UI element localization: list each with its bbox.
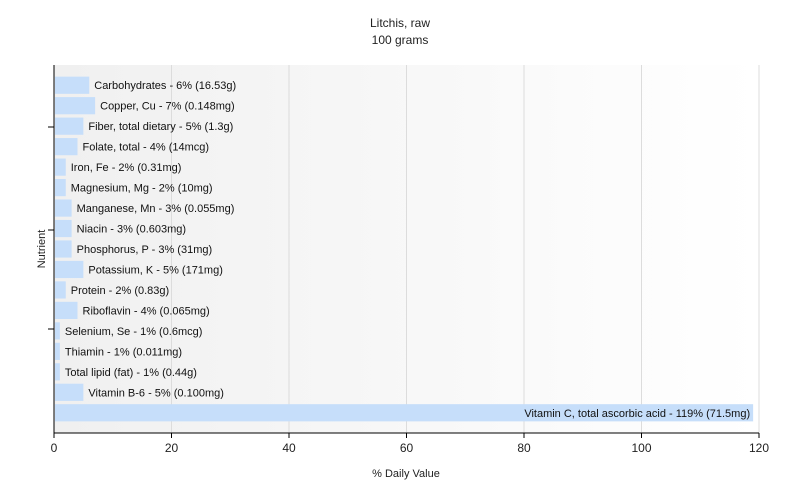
- bars: Carbohydrates - 6% (16.53g) Copper, Cu - …: [55, 76, 754, 422]
- bar-label: Potassium, K - 5% (171mg): [88, 264, 223, 276]
- x-tick-label: 0: [51, 441, 58, 455]
- x-tick-label: 20: [165, 441, 179, 455]
- bar-label: Copper, Cu - 7% (0.148mg): [100, 101, 235, 113]
- bar-label: Total lipid (fat) - 1% (0.44g): [65, 367, 197, 379]
- x-tick-label: 120: [749, 441, 769, 455]
- bar-label: Magnesium, Mg - 2% (10mg): [71, 183, 213, 195]
- y-axis-title: Nutrient: [36, 230, 48, 269]
- bar: [55, 322, 60, 340]
- bar: [55, 117, 84, 135]
- gridlines: [171, 65, 760, 433]
- bar: [55, 97, 96, 115]
- chart-subtitle: 100 grams: [372, 33, 429, 47]
- chart-title: Litchis, raw: [370, 16, 430, 30]
- x-tick-label: 40: [282, 441, 296, 455]
- bar: [55, 404, 754, 422]
- bar-label: Phosphorus, P - 3% (31mg): [77, 244, 213, 256]
- bar-label: Iron, Fe - 2% (0.31mg): [71, 162, 182, 174]
- bar: [55, 281, 66, 299]
- bar-label: Manganese, Mn - 3% (0.055mg): [77, 203, 235, 215]
- bar: [55, 301, 78, 320]
- bar: [55, 260, 84, 279]
- bar: [55, 342, 60, 360]
- bar: [55, 240, 72, 258]
- x-tick-label: 80: [517, 441, 531, 455]
- bar-label: Selenium, Se - 1% (0.6mcg): [65, 326, 203, 338]
- bar-label: Folate, total - 4% (14mcg): [83, 142, 210, 154]
- bar-label: Riboflavin - 4% (0.065mg): [83, 305, 210, 317]
- bar: [55, 219, 72, 238]
- bar: [55, 158, 66, 176]
- x-tick-label: 100: [631, 441, 651, 455]
- bar-label: Vitamin C, total ascorbic acid - 119% (7…: [524, 408, 750, 420]
- bar-label: Thiamin - 1% (0.011mg): [65, 346, 182, 358]
- bar-label: Vitamin B-6 - 5% (0.100mg): [88, 387, 224, 399]
- bar-label: Carbohydrates - 6% (16.53g): [94, 80, 236, 92]
- bar: [55, 76, 90, 94]
- bar: [55, 383, 84, 401]
- bar-label: Fiber, total dietary - 5% (1.3g): [88, 121, 233, 133]
- bar-label: Niacin - 3% (0.603mg): [77, 224, 186, 236]
- x-tick-label: 60: [400, 441, 414, 455]
- bar-label: Protein - 2% (0.83g): [71, 285, 169, 297]
- bar: [55, 138, 78, 156]
- x-axis-title: % Daily Value: [372, 468, 440, 480]
- bar: [55, 178, 66, 197]
- bar: [55, 199, 72, 217]
- bar: [55, 363, 60, 381]
- x-axis-ticks: 0 20 40 60 80 100 120: [51, 433, 769, 455]
